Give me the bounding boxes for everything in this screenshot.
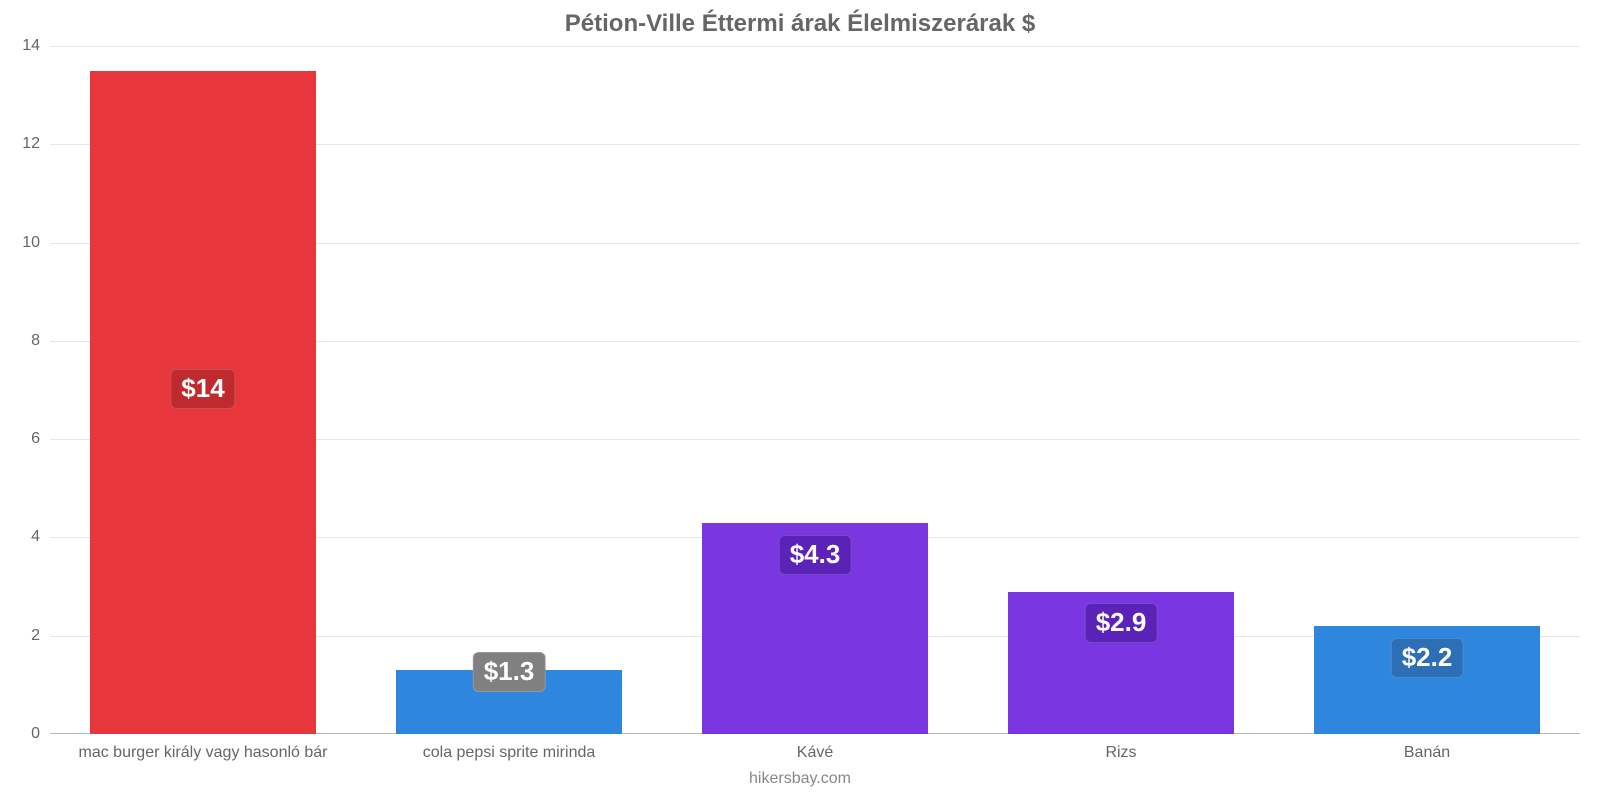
y-tick-label: 8 [31,332,50,350]
value-badge: $14 [170,369,235,409]
value-badge: $2.2 [1391,638,1464,678]
y-tick-label: 14 [22,37,50,55]
y-tick-label: 10 [22,234,50,252]
plot-area: 02468101214$14mac burger király vagy has… [50,46,1580,734]
y-tick-label: 0 [31,725,50,743]
value-badge: $4.3 [779,535,852,575]
value-badge: $1.3 [473,652,546,692]
y-tick-label: 2 [31,627,50,645]
chart-title: Pétion-Ville Éttermi árak Élelmiszerárak… [0,10,1600,38]
value-badge: $2.9 [1085,603,1158,643]
y-tick-label: 6 [31,430,50,448]
x-tick-label: mac burger király vagy hasonló bár [78,734,327,762]
grid-line [50,46,1580,47]
y-tick-label: 4 [31,528,50,546]
x-tick-label: Banán [1404,734,1450,762]
x-tick-label: Rizs [1105,734,1136,762]
x-tick-label: cola pepsi sprite mirinda [423,734,596,762]
y-tick-label: 12 [22,135,50,153]
x-tick-label: Kávé [797,734,833,762]
attribution-text: hikersbay.com [0,770,1600,788]
price-bar-chart: 02468101214$14mac burger király vagy has… [50,46,1580,734]
